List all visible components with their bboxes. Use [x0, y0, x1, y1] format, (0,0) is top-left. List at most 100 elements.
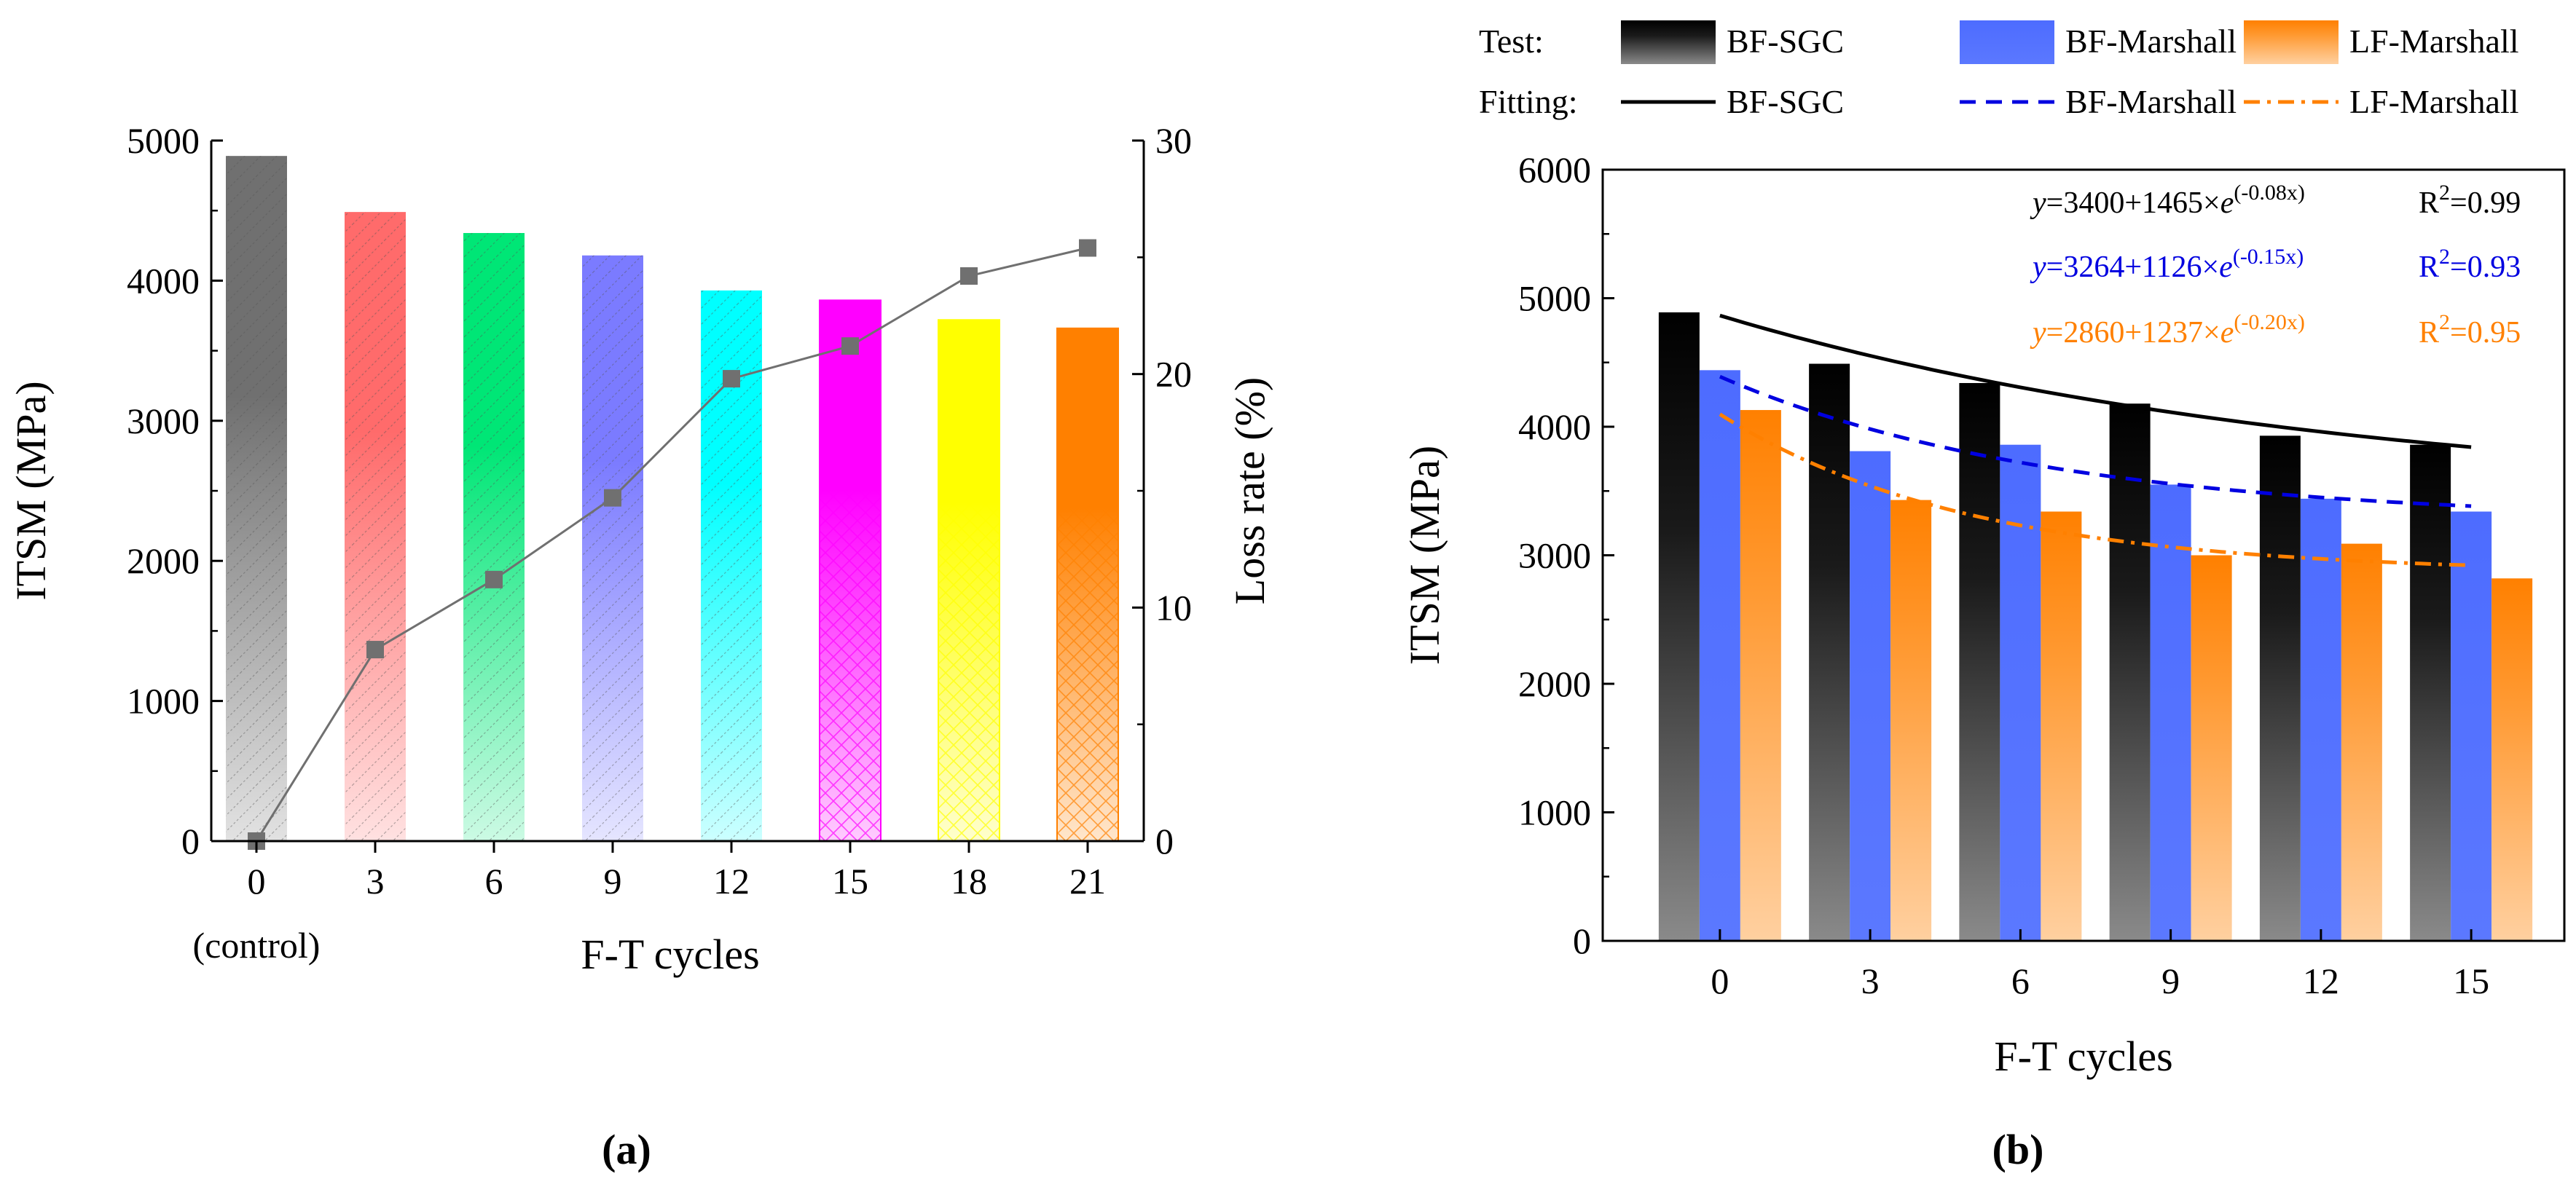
legend-label-BF-SGC: BF-SGC: [1727, 23, 1844, 60]
y-tick-label-1000: 1000: [1518, 792, 1591, 833]
bar-a-texture-0: [226, 156, 287, 841]
bar-b-BF-Marshall-12: [2300, 498, 2341, 941]
legend-test-label: Test:: [1479, 23, 1544, 60]
legend-fit-label-BF-Marshall: BF-Marshall: [2065, 83, 2237, 120]
loss-rate-point-12: [723, 370, 740, 388]
y2-tick-label-10: 10: [1155, 587, 1192, 628]
fit-curve-LF-Marshall: [1719, 412, 2472, 567]
bar-a-texture-9: [582, 255, 643, 841]
bar-b-BF-SGC-15: [2410, 444, 2451, 941]
r2-LF-Marshall: R2=0.95: [2419, 310, 2521, 350]
x-tick-label-15: 15: [2453, 961, 2489, 1001]
bar-b-BF-SGC-9: [2109, 403, 2151, 941]
x-tick-label-18: 18: [951, 861, 987, 902]
bar-b-LF-Marshall-12: [2341, 543, 2382, 941]
chart-b-fit-curves: [1719, 313, 2472, 567]
chart-b-equations: y=3400+1465×e(-0.08x) R2=0.99 y=3264+1126×…: [2030, 181, 2521, 350]
bar-b-LF-Marshall-3: [1890, 500, 1932, 941]
chart-a-y-axis-label: ITSM (MPa): [7, 381, 55, 600]
bar-b-BF-SGC-0: [1658, 312, 1700, 941]
x-tick-label-0: 0: [1711, 961, 1729, 1001]
loss-rate-point-18: [960, 267, 978, 285]
x-tick-label-6: 6: [2011, 961, 2030, 1001]
bar-b-BF-SGC-6: [1959, 382, 2000, 941]
chart-a-caption: (a): [602, 1126, 651, 1173]
y-tick-label-5000: 5000: [127, 120, 200, 161]
x-tick-label-6: 6: [485, 861, 503, 902]
chart-b-legend: Test: Fitting: BF-SGC BF-Marshall LF-Marsh…: [1479, 20, 2519, 120]
x-tick-label-21: 21: [1069, 861, 1106, 902]
y-tick-label-4000: 4000: [127, 260, 200, 301]
x-tick-label-0: 0: [248, 861, 266, 902]
loss-rate-point-15: [841, 337, 859, 355]
bar-a-texture-6: [463, 232, 525, 841]
bar-a-texture-18: [938, 319, 1000, 843]
chart-a-control-sublabel: (control): [193, 925, 321, 966]
legend-swatch-LF-Marshall: [2244, 20, 2339, 64]
bar-b-BF-Marshall-3: [1850, 451, 1891, 941]
bar-b-LF-Marshall-9: [2191, 555, 2232, 941]
chart-a-x-axis-label: F-T cycles: [581, 931, 759, 978]
bar-b-LF-Marshall-6: [2041, 511, 2082, 941]
x-tick-label-3: 3: [366, 861, 385, 902]
fit-curve-BF-SGC: [1719, 313, 2472, 449]
y-tick-label-4000: 4000: [1518, 406, 1591, 447]
equation-LF-Marshall: y=2860+1237×e(-0.20x): [2030, 310, 2305, 350]
bar-b-LF-Marshall-0: [1740, 410, 1781, 941]
legend-swatch-BF-Marshall: [1960, 20, 2054, 64]
x-tick-label-9: 9: [2161, 961, 2180, 1001]
chart-a-bars: [226, 156, 1119, 843]
legend-swatch-BF-SGC: [1621, 20, 1716, 64]
x-tick-label-15: 15: [832, 861, 868, 902]
chart-b-tick-labels: 0 1000 2000 3000 4000 5000 6000 0 3 6 9 12 15: [1518, 149, 2489, 1001]
chart-b: 0 1000 2000 3000 4000 5000 6000 0 3 6 9 12 15 Test: …: [1401, 20, 2566, 1173]
chart-b-bars: [1658, 312, 2533, 942]
x-tick-label-3: 3: [1861, 961, 1880, 1001]
y-tick-label-3000: 3000: [1518, 535, 1591, 576]
y-tick-label-6000: 6000: [1518, 149, 1591, 190]
bar-b-BF-Marshall-0: [1699, 370, 1740, 942]
bar-b-BF-SGC-3: [1809, 363, 1850, 941]
bar-b-BF-Marshall-6: [2000, 444, 2041, 941]
chart-a-loss-line: [248, 239, 1096, 850]
y-tick-label-2000: 2000: [1518, 663, 1591, 704]
chart-b-y-axis-label: ITSM (MPa): [1401, 446, 1448, 665]
legend-fit-label-BF-SGC: BF-SGC: [1727, 83, 1844, 120]
chart-a-tick-labels: 0 1000 2000 3000 4000 5000 0 10 20 30 0 3 6 9 12 15 18 21: [127, 120, 1192, 902]
y-tick-label-3000: 3000: [127, 401, 200, 441]
legend-fitting-label: Fitting:: [1479, 83, 1577, 120]
bar-b-LF-Marshall-15: [2491, 578, 2533, 941]
chart-a-axes: [210, 139, 1145, 853]
x-tick-label-12: 12: [2303, 961, 2339, 1001]
loss-rate-point-9: [604, 489, 621, 507]
bar-b-BF-Marshall-15: [2451, 511, 2492, 941]
loss-rate-point-21: [1079, 239, 1096, 257]
loss-rate-point-3: [366, 641, 384, 659]
y-tick-label-2000: 2000: [127, 540, 200, 581]
legend-label-BF-Marshall: BF-Marshall: [2065, 23, 2237, 60]
loss-rate-line: [255, 247, 1088, 842]
x-tick-label-9: 9: [604, 861, 622, 902]
equation-BF-SGC: y=3400+1465×e(-0.08x): [2030, 181, 2305, 220]
fit-curve-BF-Marshall: [1719, 374, 2472, 508]
loss-rate-point-6: [485, 570, 503, 588]
chart-b-x-axis-label: F-T cycles: [1994, 1033, 2172, 1080]
bar-b-BF-SGC-12: [2259, 435, 2301, 941]
bar-a-texture-21: [1056, 327, 1119, 843]
r2-BF-SGC: R2=0.99: [2419, 181, 2521, 220]
y2-tick-label-0: 0: [1155, 821, 1174, 861]
r2-BF-Marshall: R2=0.93: [2419, 245, 2521, 284]
chart-b-caption: (b): [1992, 1126, 2044, 1173]
y-tick-label-0: 0: [181, 821, 200, 861]
equation-BF-Marshall: y=3264+1126×e(-0.15x): [2030, 245, 2304, 284]
y-tick-label-0: 0: [1573, 920, 1591, 961]
bar-a-texture-15: [819, 299, 881, 842]
bar-a-texture-3: [345, 212, 406, 841]
chart-a-y2-axis-label: Loss rate (%): [1226, 377, 1273, 604]
y-tick-label-1000: 1000: [127, 681, 200, 722]
y2-tick-label-20: 20: [1155, 354, 1192, 395]
y-tick-label-5000: 5000: [1518, 278, 1591, 319]
y2-tick-label-30: 30: [1155, 120, 1192, 161]
x-tick-label-12: 12: [713, 861, 750, 902]
